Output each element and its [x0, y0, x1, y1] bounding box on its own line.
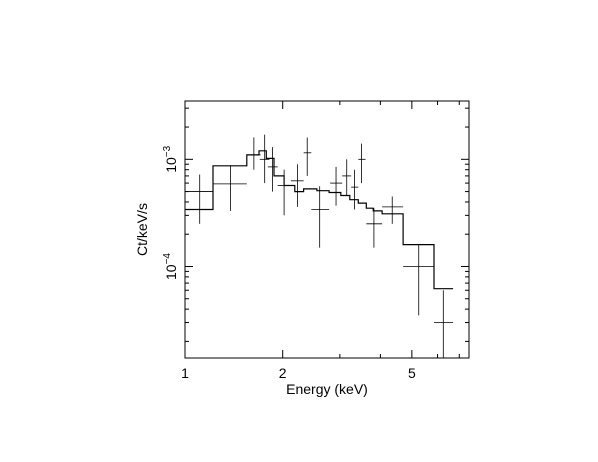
data-point [433, 290, 454, 358]
data-point [267, 147, 278, 192]
data-point [366, 208, 383, 248]
data-point [259, 134, 270, 184]
y-tick-label-base: 10 [163, 264, 179, 280]
y-tick-label: 10−4 [162, 253, 179, 280]
data-point [382, 196, 404, 224]
data-points [185, 134, 454, 358]
data-point [213, 165, 247, 211]
data-point [403, 244, 434, 316]
x-axis-label: Energy (keV) [286, 381, 368, 397]
y-tick-label: 10−3 [162, 145, 179, 172]
x-tick-label: 1 [181, 365, 189, 381]
data-point [358, 143, 366, 184]
y-axis-label: Ct/keV/s [134, 203, 150, 256]
data-point [185, 174, 214, 224]
data-point [342, 159, 352, 196]
y-tick-label-base: 10 [163, 157, 179, 173]
data-point [290, 164, 304, 207]
plot-frame [184, 100, 470, 359]
x-axis-ticks: 1 2 5 [181, 101, 460, 381]
model-step-line [185, 150, 454, 290]
y-tick-label-exponent: −4 [162, 253, 173, 265]
data-point [303, 137, 312, 176]
y-tick-label-exponent: −3 [162, 145, 173, 157]
y-axis-ticks: 10−410−3 [162, 107, 469, 342]
data-point [330, 166, 343, 206]
data-point [311, 186, 330, 248]
x-tick-label: 2 [279, 365, 287, 381]
data-point [351, 169, 359, 210]
x-tick-label: 5 [408, 365, 416, 381]
